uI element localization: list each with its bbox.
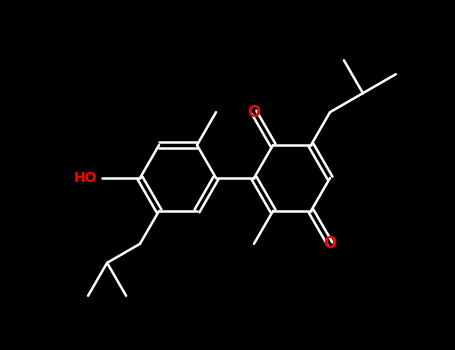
Text: O: O [248,105,261,120]
Text: O: O [324,236,337,251]
Text: HO: HO [74,171,97,185]
